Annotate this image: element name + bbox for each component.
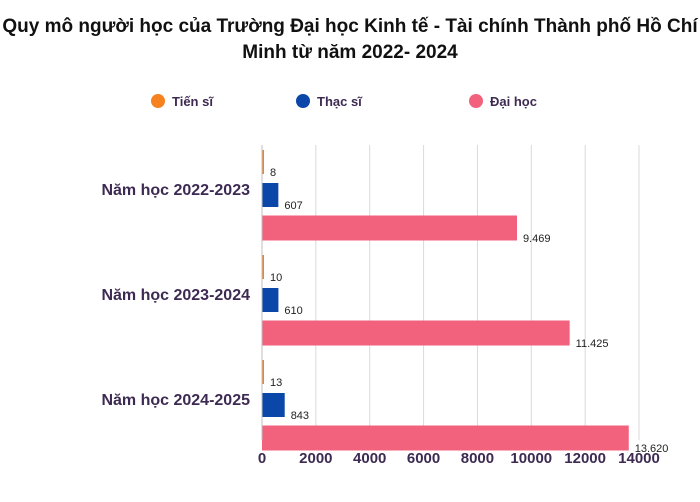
data-label-1-1: 8 [270, 167, 276, 179]
bar-3-1 [262, 215, 517, 241]
bar-2-1 [262, 183, 279, 207]
x-tick-label-0: 0 [258, 450, 266, 467]
category-label-1: Năm học 2022-2023 [101, 182, 250, 199]
legend-marker-1 [151, 94, 165, 108]
legend-label-1: Tiến sĩ [172, 94, 214, 109]
chart-title-line-2: Minh từ năm 2022- 2024 [242, 42, 458, 63]
data-label-1-3: 13 [270, 377, 282, 389]
category-label-3: Năm học 2024-2025 [101, 392, 250, 409]
data-label-2-2: 610 [284, 305, 302, 317]
x-tick-label-1: 2000 [299, 450, 332, 467]
bar-2-2 [262, 288, 279, 312]
data-label-3-3: 13.620 [635, 443, 669, 455]
legend-marker-2 [296, 94, 310, 108]
data-label-2-3: 843 [291, 410, 309, 422]
bar-1-3 [262, 360, 264, 384]
x-tick-label-4: 8000 [461, 450, 494, 467]
data-label-1-2: 10 [270, 272, 282, 284]
x-tick-label-5: 10000 [510, 450, 552, 467]
chart-title: Quy mô người học của Trường Đại học Kinh… [0, 14, 700, 66]
chart-title-line-1: Quy mô người học của Trường Đại học Kinh… [2, 16, 698, 37]
legend-marker-3 [469, 94, 483, 108]
data-label-3-2: 11.425 [576, 338, 609, 350]
bar-3-2 [262, 320, 570, 346]
x-tick-label-2: 4000 [353, 450, 386, 467]
data-label-2-1: 607 [284, 200, 302, 212]
legend-label-3: Đại học [490, 94, 537, 109]
category-label-2: Năm học 2023-2024 [101, 287, 250, 304]
x-tick-label-7: 14000 [618, 450, 660, 467]
bar-2-3 [262, 393, 285, 417]
x-tick-label-6: 12000 [564, 450, 606, 467]
x-tick-label-3: 6000 [407, 450, 440, 467]
bar-1-2 [262, 255, 264, 279]
bar-1-1 [262, 150, 264, 174]
bar-3-3 [262, 425, 629, 451]
data-label-3-1: 9.469 [523, 233, 551, 245]
legend-label-2: Thạc sĩ [317, 94, 363, 109]
